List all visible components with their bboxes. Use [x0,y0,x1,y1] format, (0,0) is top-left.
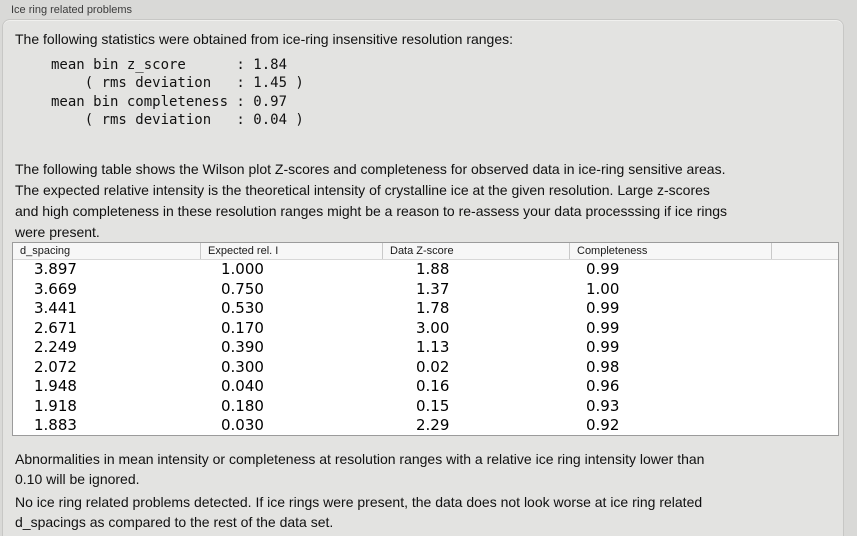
table-row[interactable]: 1.883 0.030 2.29 0.92 [13,416,838,436]
table-cell: 1.00 [586,279,620,298]
table-cell: 0.170 [221,318,264,337]
table-cell: 0.16 [416,377,450,395]
table-row[interactable]: 1.918 0.180 0.15 0.93 [13,397,838,417]
column-header[interactable]: Data Z-score [382,243,569,259]
table-cell: 2.072 [34,357,77,376]
stats-block: mean bin z_score : 1.84 ( rms deviation … [51,57,304,129]
table-cell: 0.02 [416,357,450,376]
table-cell: 0.15 [416,396,450,415]
table-cell: 1.37 [416,279,450,298]
table-cell: 0.99 [586,299,620,317]
ice-ring-table: d_spacing Expected rel. I Data Z-score Comp… [12,242,839,436]
table-cell: 0.93 [586,396,620,415]
table-cell-filler [771,299,838,319]
table-row[interactable]: 3.897 1.000 1.88 0.99 [13,260,838,280]
table-cell: 0.750 [221,279,264,298]
table-cell: 0.300 [221,357,264,376]
table-cell: 0.99 [586,338,620,356]
table-row[interactable]: 1.948 0.040 0.16 0.96 [13,377,838,397]
table-cell-filler [771,416,838,436]
table-cell: 0.180 [221,396,264,415]
section-title: Ice ring related problems [11,4,133,16]
table-cell: 1.000 [221,260,264,278]
column-header[interactable]: Completeness [569,243,771,259]
table-cell: 1.13 [416,338,450,356]
column-header[interactable]: d_spacing [20,245,71,257]
table-cell: 1.88 [416,260,450,278]
table-cell-filler [771,397,838,417]
table-header-row: d_spacing Expected rel. I Data Z-score Comp… [13,243,838,260]
table-cell: 2.29 [416,416,450,434]
table-row[interactable]: 2.249 0.390 1.13 0.99 [13,338,838,358]
table-cell-filler [771,319,838,339]
table-cell: 0.99 [586,260,620,278]
table-cell: 0.390 [221,338,264,356]
table-cell: 1.883 [34,416,77,434]
column-header-filler [771,243,838,259]
table-body: 3.897 1.000 1.88 0.99 3.669 0.750 1.37 1.00 3.44… [13,260,838,436]
conclusion-text: No ice ring related problems detected. I… [15,494,703,530]
table-cell-filler [771,358,838,378]
table-cell-filler [771,338,838,358]
table-cell: 3.669 [34,279,77,298]
table-cell: 1.78 [416,299,450,317]
table-row[interactable]: 3.441 0.530 1.78 0.99 [13,299,838,319]
table-cell: 0.040 [221,377,264,395]
table-cell: 2.671 [34,318,77,337]
table-row[interactable]: 2.072 0.300 0.02 0.98 [13,358,838,378]
table-cell-filler [771,377,838,397]
table-cell: 0.96 [586,377,620,395]
table-cell: 3.441 [34,299,77,317]
table-cell: 1.918 [34,396,77,415]
table-cell-filler [771,260,838,280]
table-row[interactable]: 3.669 0.750 1.37 1.00 [13,280,838,300]
ignore-note-text: Abnormalities in mean intensity or compl… [15,451,705,487]
column-header[interactable]: Expected rel. I [200,243,382,259]
table-cell-filler [771,280,838,300]
table-cell: 0.030 [221,416,264,434]
table-cell: 0.530 [221,299,264,317]
table-cell: 3.897 [34,260,77,278]
table-cell: 3.00 [416,318,450,337]
description-text: The following table shows the Wilson plo… [15,161,728,240]
table-cell: 0.98 [586,357,620,376]
table-cell: 2.249 [34,338,77,356]
table-cell: 0.99 [586,318,620,337]
table-row[interactable]: 2.671 0.170 3.00 0.99 [13,319,838,339]
ice-ring-panel: The following statistics were obtained f… [2,19,844,536]
table-cell: 1.948 [34,377,77,395]
table-cell: 0.92 [586,416,620,434]
intro-text: The following statistics were obtained f… [15,31,514,47]
